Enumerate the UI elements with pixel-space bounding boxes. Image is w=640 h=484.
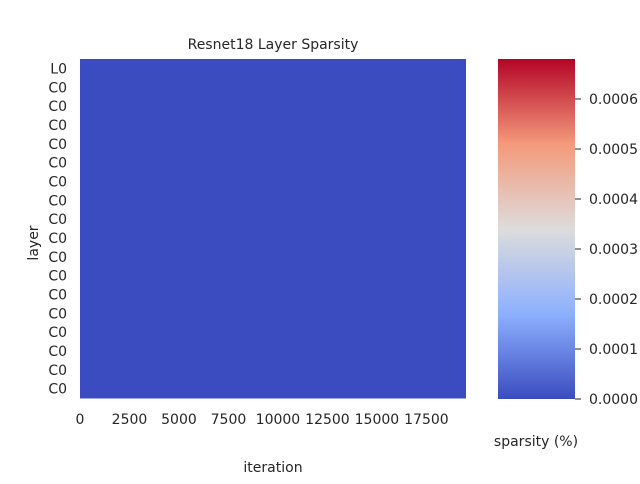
y-tick-label: C0: [48, 325, 67, 341]
colorbar: [498, 59, 575, 399]
x-axis-label: iteration: [243, 460, 302, 476]
colorbar-tick-label: 0.0003: [589, 242, 638, 258]
y-tick-label: C0: [48, 269, 67, 285]
colorbar-tick-label: 0.0005: [589, 142, 638, 158]
heatmap-row: [80, 360, 466, 380]
colorbar-tick-label: 0.0004: [589, 192, 638, 208]
heatmap-row: [80, 228, 466, 248]
y-tick-label: C0: [48, 306, 67, 322]
heatmap-row: [80, 379, 466, 399]
y-tick-label: C0: [48, 156, 67, 172]
y-tick-label: C0: [48, 231, 67, 247]
colorbar-tick-label: 0.0000: [589, 392, 638, 408]
y-tick-label: C0: [48, 363, 67, 379]
y-tick-label: C0: [48, 212, 67, 228]
heatmap-row: [80, 115, 466, 135]
colorbar-tick-labels: 0.0000 0.0001 0.0002 0.0003 0.0004 0.0005 0.00…: [575, 92, 638, 408]
heatmap-row: [80, 190, 466, 211]
x-tick-label: 12500: [305, 412, 350, 428]
y-tick-label: C0: [48, 344, 67, 360]
x-tick-label: 0: [76, 412, 85, 428]
x-tick-label: 17500: [404, 412, 449, 428]
y-tick-label: C0: [48, 118, 67, 134]
x-tick-label: 2500: [112, 412, 148, 428]
heatmap-row: [80, 134, 466, 154]
heatmap-row: [80, 209, 466, 229]
colorbar-tick-label: 0.0006: [589, 92, 638, 108]
y-tick-label: C0: [48, 382, 67, 398]
heatmap-row: [80, 77, 466, 98]
y-tick-label: C0: [48, 250, 67, 266]
y-axis-tick-labels: L0 C0 C0 C0 C0 C0 C0 C0 C0 C0 C0 C0 C0 C0 C0 C0 C0 C0: [48, 61, 67, 397]
y-tick-label: C0: [48, 99, 67, 115]
y-tick-label: C0: [48, 193, 67, 209]
y-axis-label: layer: [26, 225, 42, 260]
y-tick-label: C0: [48, 174, 67, 190]
heatmap-row: [80, 266, 466, 286]
heatmap-row: [80, 247, 466, 267]
heatmap-cells: [80, 59, 466, 399]
heatmap-row: [80, 285, 466, 305]
heatmap-row: [80, 96, 466, 116]
heatmap-row: [80, 172, 466, 192]
x-tick-label: 10000: [256, 412, 301, 428]
y-tick-label: C0: [48, 287, 67, 303]
x-tick-label: 5000: [161, 412, 197, 428]
colorbar-tick-label: 0.0001: [589, 342, 638, 358]
x-tick-label: 15000: [355, 412, 400, 428]
y-tick-label: C0: [48, 80, 67, 96]
chart-title: Resnet18 Layer Sparsity: [188, 37, 359, 53]
y-tick-label: L0: [50, 61, 67, 77]
heatmap-row: [80, 341, 466, 361]
heatmap-row: [80, 322, 466, 342]
colorbar-tick-label: 0.0002: [589, 292, 638, 308]
heatmap-row: [80, 59, 466, 79]
y-tick-label: C0: [48, 137, 67, 153]
colorbar-label: sparsity (%): [494, 434, 578, 450]
x-tick-label: 7500: [211, 412, 247, 428]
heatmap-row: [80, 153, 466, 173]
x-axis-tick-labels: 0 2500 5000 7500 10000 12500 15000 17500: [76, 412, 449, 428]
heatmap-row: [80, 303, 466, 324]
